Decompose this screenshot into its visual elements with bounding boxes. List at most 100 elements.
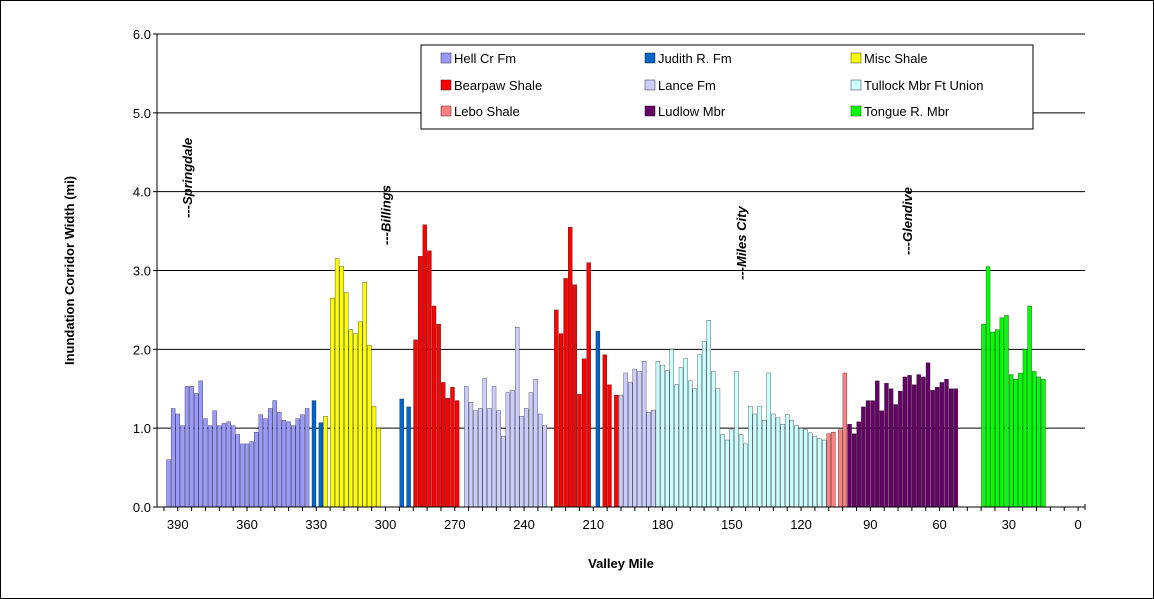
annotation-label: ---Glendive: [900, 187, 915, 255]
bar: [995, 329, 1000, 508]
bar: [821, 439, 827, 508]
bar: [371, 405, 377, 508]
legend-swatch: [644, 105, 656, 117]
bar: [436, 323, 441, 508]
bar: [418, 256, 423, 508]
bar: [194, 393, 199, 508]
bar: [496, 410, 501, 508]
bar: [738, 434, 744, 508]
legend-label: Lebo Shale: [454, 104, 520, 119]
bar: [669, 349, 674, 508]
bar: [249, 441, 254, 508]
bar: [655, 361, 661, 508]
bar: [166, 459, 171, 508]
legend-label: Judith R. Fm: [658, 51, 732, 66]
bar: [925, 362, 931, 508]
x-tick-label: 60: [932, 517, 946, 532]
bar: [842, 372, 848, 508]
x-tick-label: 390: [167, 517, 189, 532]
bar: [348, 329, 354, 508]
bar: [207, 425, 213, 508]
bar: [244, 443, 250, 508]
legend-swatch: [850, 79, 862, 91]
x-tick-label: 180: [652, 517, 674, 532]
bar: [339, 266, 344, 508]
bar: [678, 367, 684, 508]
bar: [1027, 305, 1032, 508]
bar: [581, 358, 587, 508]
axes: [153, 33, 1086, 511]
bar: [683, 358, 688, 508]
bar: [870, 400, 875, 508]
bar: [637, 371, 642, 508]
legend-swatch: [440, 79, 452, 91]
bar: [720, 434, 725, 508]
bar: [542, 425, 547, 508]
bar: [217, 425, 222, 508]
bar: [203, 418, 208, 508]
legend-swatch: [644, 52, 656, 64]
bar: [454, 400, 460, 508]
bar: [568, 226, 573, 508]
bar: [831, 431, 836, 508]
bar: [235, 434, 240, 508]
bar: [1022, 349, 1028, 508]
legend: Hell Cr Fm Judith R. Fm Misc Shale Bearpaw …: [420, 44, 1034, 130]
bar: [478, 408, 483, 508]
annotation-label: ---Springdale: [180, 138, 195, 218]
bar: [812, 435, 818, 508]
bar: [852, 433, 857, 508]
bar: [558, 333, 564, 508]
bar: [1036, 376, 1041, 508]
x-tick-label: 120: [790, 517, 812, 532]
bar: [930, 390, 935, 508]
bar: [628, 382, 633, 508]
bar: [660, 364, 665, 508]
bar: [803, 429, 808, 508]
bar: [505, 392, 511, 508]
y-tick-label: 6.0: [133, 27, 151, 42]
legend-box: [420, 44, 1034, 130]
x-tick-label: 30: [1002, 517, 1016, 532]
bar: [1032, 371, 1037, 508]
bar: [985, 266, 991, 508]
bar: [263, 418, 268, 508]
bar: [665, 370, 670, 508]
bar: [286, 421, 291, 508]
bar: [572, 284, 577, 508]
bar: [254, 431, 259, 508]
bar: [300, 414, 305, 508]
bar: [258, 414, 264, 508]
x-tick-label: 270: [444, 517, 466, 532]
x-tick-label: 0: [1074, 517, 1081, 532]
bar: [198, 380, 204, 508]
bar: [817, 438, 822, 508]
bar: [221, 423, 227, 508]
bar: [1004, 315, 1009, 508]
bar: [267, 408, 273, 508]
bar: [277, 412, 282, 508]
legend-label: Bearpaw Shale: [454, 78, 542, 93]
bar: [771, 413, 776, 508]
bar: [847, 424, 852, 508]
bar: [948, 388, 954, 508]
bar: [748, 405, 753, 508]
bar: [808, 432, 813, 508]
bar: [304, 408, 310, 508]
bar: [231, 425, 236, 508]
bar: [510, 390, 515, 508]
legend-label: Ludlow Mbr: [658, 104, 726, 119]
y-tick-label: 1.0: [133, 421, 151, 436]
bar: [450, 387, 455, 508]
bar: [729, 429, 734, 508]
bar: [295, 418, 300, 508]
bar: [318, 422, 324, 508]
bar: [632, 368, 637, 508]
bar: [473, 410, 478, 508]
bar: [586, 262, 591, 508]
bar: [789, 420, 794, 508]
bar: [272, 400, 277, 508]
bar: [468, 401, 474, 508]
bar: [711, 371, 716, 508]
bar: [614, 394, 619, 508]
